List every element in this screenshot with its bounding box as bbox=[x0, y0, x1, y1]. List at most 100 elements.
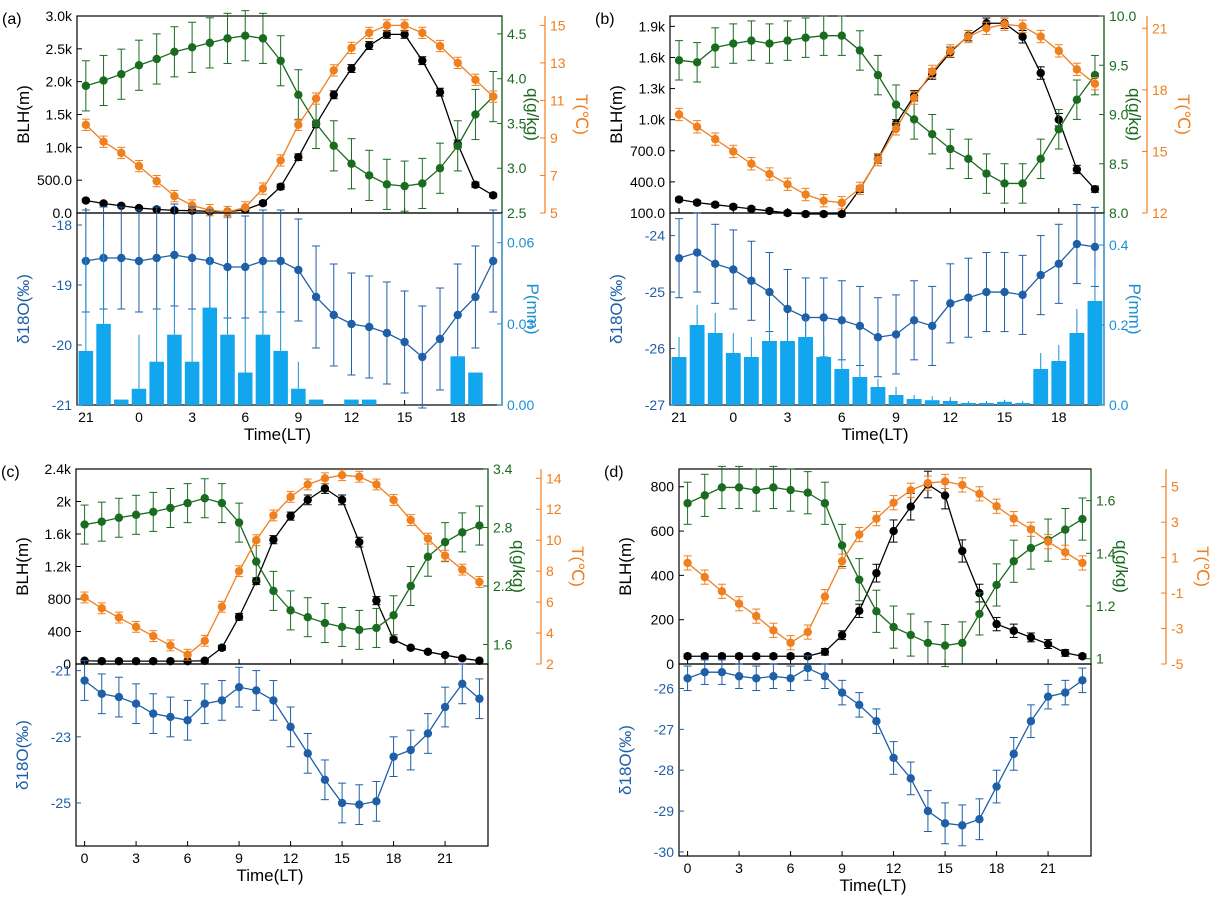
right-tick-label-d: 1 bbox=[1171, 550, 1179, 566]
point-d2-δ18O-23 bbox=[1078, 676, 1087, 685]
point-a-q-15 bbox=[347, 159, 356, 168]
point-c-BLH-8 bbox=[217, 643, 227, 652]
point-c-q-12 bbox=[286, 606, 295, 615]
right-tick-label-a: 11 bbox=[550, 92, 565, 108]
point-d2-δ18O-8 bbox=[820, 672, 830, 681]
right-tick-label-a2: 0.06 bbox=[507, 235, 534, 251]
point-a-q-20 bbox=[435, 164, 445, 173]
point-d-q-5 bbox=[769, 483, 778, 492]
point-d-q-22 bbox=[1061, 525, 1070, 534]
left-axis-label-c2: δ18O(‰) bbox=[13, 720, 32, 790]
point-a2-δ18O-10 bbox=[258, 256, 268, 266]
point-d-BLH-16 bbox=[958, 546, 967, 556]
left-tick-label-b: 400.0 bbox=[630, 174, 665, 190]
series-line-c2-δ18O bbox=[84, 680, 480, 806]
point-d-BLH-12 bbox=[889, 526, 898, 536]
bar-a2-13 bbox=[308, 399, 324, 405]
point-c-q-4 bbox=[149, 507, 158, 517]
left-tick-label-d2: -28 bbox=[654, 762, 674, 778]
point-c-T-2 bbox=[114, 613, 124, 622]
right-tick-label-c: 2.2 bbox=[493, 578, 513, 594]
x-tick-label-b2: 21 bbox=[671, 409, 687, 425]
point-c-q-15 bbox=[337, 622, 347, 632]
point-d-q-2 bbox=[717, 483, 727, 492]
point-c2-δ18O-9 bbox=[234, 682, 244, 692]
point-b-q-11 bbox=[873, 70, 883, 80]
left-tick-label-d: 0 bbox=[666, 656, 674, 672]
point-b2-δ18O-10 bbox=[855, 321, 865, 331]
point-b2-δ18O-12 bbox=[891, 330, 901, 339]
left-tick-label-c: 800 bbox=[48, 591, 72, 607]
left-tick-label-a: 3.0k bbox=[46, 8, 73, 24]
point-c-q-22 bbox=[458, 528, 467, 537]
point-d-q-0 bbox=[683, 499, 692, 508]
point-a-q-6 bbox=[187, 43, 197, 52]
right-tick-label-c: 1.6 bbox=[493, 637, 513, 653]
point-c-q-11 bbox=[269, 586, 278, 596]
x-tick-label-c2: 0 bbox=[81, 850, 89, 866]
point-c-BLH-7 bbox=[200, 656, 209, 665]
right-tick-label-b: 12 bbox=[1152, 205, 1168, 221]
x-axis-label-a2: Time(LT) bbox=[244, 425, 311, 444]
point-a-BLH-18 bbox=[400, 30, 409, 39]
point-c-q-2 bbox=[114, 513, 124, 522]
point-d-BLH-6 bbox=[786, 652, 795, 661]
point-a2-δ18O-4 bbox=[152, 253, 161, 263]
point-d-q-13 bbox=[906, 630, 915, 640]
right-axis-label-d-0: q(g/kg) bbox=[1112, 540, 1131, 593]
point-c2-δ18O-5 bbox=[166, 712, 175, 722]
left-tick-label-c: 400 bbox=[48, 624, 72, 640]
point-d-q-8 bbox=[820, 499, 830, 508]
point-d2-δ18O-7 bbox=[803, 663, 812, 673]
left-tick-label-b: 1.0k bbox=[639, 112, 666, 128]
point-b-BLH-23 bbox=[1090, 184, 1100, 194]
panel-label-b: (b) bbox=[595, 11, 615, 28]
bar-b2-2 bbox=[707, 333, 723, 405]
series-line-a-BLH bbox=[85, 33, 494, 213]
bar-b2-20 bbox=[1033, 369, 1049, 405]
bar-b2-4 bbox=[743, 357, 759, 405]
bar-b2-12 bbox=[888, 395, 904, 405]
bar-a2-9 bbox=[237, 372, 253, 405]
point-c2-δ18O-19 bbox=[406, 745, 415, 755]
right-axis-label-b-1: T(℃) bbox=[1174, 94, 1193, 135]
right-tick-label-d: 1 bbox=[1096, 651, 1104, 667]
left-tick-label-c2: -25 bbox=[51, 795, 71, 811]
point-b2-δ18O-0 bbox=[674, 253, 684, 263]
point-a-T-19 bbox=[418, 28, 427, 38]
point-c-T-7 bbox=[200, 636, 209, 645]
point-c-T-16 bbox=[355, 472, 364, 481]
left-tick-label-a: 2.5k bbox=[46, 41, 73, 57]
point-b2-δ18O-19 bbox=[1018, 290, 1027, 300]
right-tick-label-d: 3 bbox=[1171, 514, 1179, 530]
right-tick-label-a: 2.5 bbox=[507, 205, 527, 221]
point-b-T-5 bbox=[765, 169, 774, 179]
series-line-a-q bbox=[85, 35, 494, 187]
point-d-BLH-0 bbox=[683, 652, 692, 661]
x-tick-label-a2: 6 bbox=[241, 409, 249, 425]
point-b-q-6 bbox=[783, 36, 792, 45]
point-c-BLH-6 bbox=[183, 656, 192, 666]
point-d-T-22 bbox=[1061, 548, 1070, 557]
x-tick-label-d2: 0 bbox=[684, 860, 692, 876]
point-b-T-2 bbox=[711, 134, 720, 144]
point-d-q-9 bbox=[837, 541, 847, 550]
right-tick-label-a: 15 bbox=[550, 17, 566, 33]
left-tick-label-b: 100.0 bbox=[630, 205, 665, 221]
point-d2-δ18O-19 bbox=[1009, 749, 1018, 759]
point-a-BLH-22 bbox=[471, 180, 480, 189]
bar-b2-21 bbox=[1051, 361, 1067, 405]
point-d-T-20 bbox=[1026, 525, 1036, 534]
point-c-q-14 bbox=[320, 618, 330, 628]
bar-b2-18 bbox=[997, 401, 1012, 405]
point-b-T-4 bbox=[747, 159, 756, 168]
point-c2-δ18O-6 bbox=[183, 716, 192, 725]
point-a-q-7 bbox=[205, 38, 215, 48]
point-b-T-20 bbox=[1036, 32, 1045, 41]
series-line-a-T bbox=[85, 24, 494, 213]
point-c-T-9 bbox=[234, 566, 244, 576]
point-c-BLH-16 bbox=[355, 537, 364, 547]
right-tick-label-b: 21 bbox=[1152, 20, 1168, 36]
point-b-q-7 bbox=[801, 33, 810, 42]
point-d2-δ18O-10 bbox=[855, 700, 864, 710]
